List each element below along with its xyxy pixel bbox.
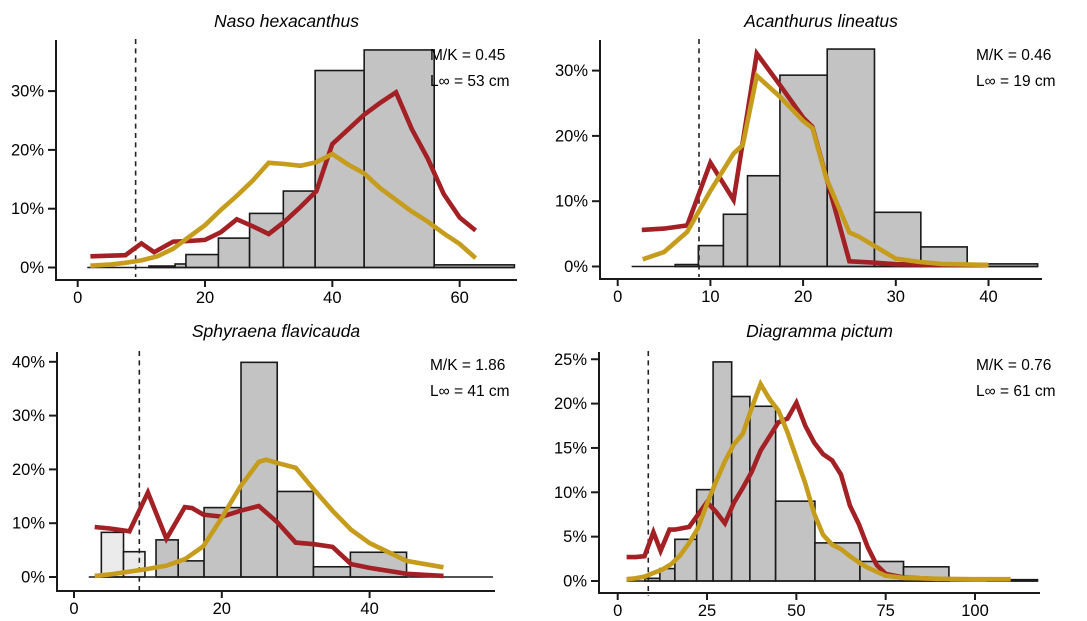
y-tick-label: 10% <box>554 484 587 502</box>
linf-annotation: L∞ = 53 cm <box>430 73 510 90</box>
x-tick-label: 100 <box>961 602 989 620</box>
x-tick-label: 40 <box>360 600 378 618</box>
histogram-bar <box>276 490 315 578</box>
mk-annotation: M/K = 0.45 <box>430 47 505 64</box>
histogram-bar <box>282 190 316 269</box>
x-tick-label: 0 <box>69 600 78 618</box>
y-tick-label: 10% <box>11 200 44 218</box>
histogram-bar <box>240 361 279 578</box>
histogram-bar <box>722 213 749 268</box>
gold-model-line <box>641 71 989 268</box>
y-tick-label: 15% <box>554 439 587 457</box>
y-tick-label: 10% <box>555 193 588 211</box>
x-tick-label: 20 <box>213 600 231 618</box>
y-tick-label: 20% <box>554 395 587 413</box>
panel-title: Naso hexacanthus <box>214 11 359 31</box>
y-tick-label: 30% <box>555 62 588 80</box>
linf-annotation: L∞ = 61 cm <box>976 383 1056 400</box>
histogram-bar <box>312 565 352 578</box>
red-model-line <box>90 88 478 259</box>
panel-sphyraena-flavicauda: 0 20 40 0% 10% 20% 30% 40% Sphyraena flavicauda M… <box>12 321 510 618</box>
x-tick-label: 20 <box>196 289 214 307</box>
histogram-bar <box>185 253 220 269</box>
y-tick-label: 5% <box>563 528 587 546</box>
x-tick-label: 0 <box>613 288 622 306</box>
panel-diagramma-pictum: 0 25 50 75 100 0% 5% 10% 15% 20% 25% Diagramma pict… <box>554 321 1056 620</box>
histogram-bar <box>363 49 435 269</box>
y-tick-label: 30% <box>12 407 45 425</box>
panel-naso-hexacanthus: 0 20 40 60 0% 10% 20% 30% Naso hexacanthus M/K = … <box>11 11 517 307</box>
x-tick-label: 0 <box>73 289 82 307</box>
red-model-line <box>626 397 940 582</box>
y-tick-label: 10% <box>12 515 45 533</box>
histogram-bar <box>155 539 179 578</box>
histogram-bar <box>697 244 725 268</box>
histogram-bar <box>217 237 251 269</box>
red-model-line <box>641 47 989 268</box>
y-tick-label: 0% <box>564 258 588 276</box>
mk-annotation: M/K = 0.76 <box>976 357 1051 374</box>
x-tick-label: 10 <box>701 288 719 306</box>
panel-title: Sphyraena flavicauda <box>192 321 361 341</box>
x-tick-label: 0 <box>613 602 622 620</box>
histogram-bar <box>746 174 781 268</box>
red-model-line <box>94 486 444 579</box>
gold-model-line <box>626 378 1011 582</box>
histogram-bar <box>774 500 816 582</box>
y-tick-label: 0% <box>563 573 587 591</box>
y-tick-label: 0% <box>20 259 44 277</box>
panel-title: Acanthurus lineatus <box>743 11 898 31</box>
mk-annotation: M/K = 0.46 <box>976 47 1051 64</box>
histogram-bar <box>248 212 285 269</box>
histogram-bar <box>100 531 125 578</box>
histogram-bar <box>177 560 205 578</box>
y-tick-label: 20% <box>11 141 44 159</box>
y-tick-label: 20% <box>555 127 588 145</box>
x-tick-label: 30 <box>887 288 905 306</box>
gold-model-line <box>94 457 444 579</box>
x-tick-label: 20 <box>794 288 812 306</box>
x-tick-label: 75 <box>876 602 894 620</box>
x-tick-label: 60 <box>450 289 468 307</box>
y-tick-label: 0% <box>21 569 45 587</box>
mk-annotation: M/K = 1.86 <box>430 357 505 374</box>
panel-acanthurus-lineatus: 0 10 20 30 40 0% 10% 20% 30% Acanthurus lineatus M… <box>555 11 1056 306</box>
x-tick-label: 50 <box>787 602 805 620</box>
x-tick-label: 25 <box>698 602 716 620</box>
x-tick-label: 40 <box>323 289 341 307</box>
x-tick-label: 40 <box>979 288 997 306</box>
y-tick-label: 25% <box>554 351 587 369</box>
panel-title: Diagramma pictum <box>746 321 893 341</box>
y-tick-label: 40% <box>12 353 45 371</box>
linf-annotation: L∞ = 41 cm <box>430 383 510 400</box>
gold-model-line <box>90 151 478 268</box>
linf-annotation: L∞ = 19 cm <box>976 73 1056 90</box>
y-tick-label: 30% <box>11 83 44 101</box>
y-tick-label: 20% <box>12 461 45 479</box>
